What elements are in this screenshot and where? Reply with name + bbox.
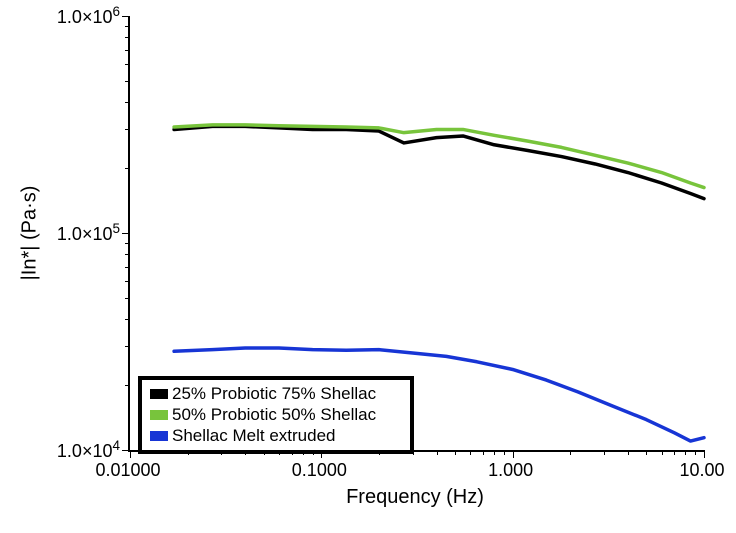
- x-minor-tick: [470, 450, 471, 455]
- x-minor-tick: [455, 450, 456, 455]
- x-minor-tick: [628, 450, 629, 455]
- legend-box: 25% Probiotic 75% Shellac50% Probiotic 5…: [138, 376, 414, 454]
- legend-swatch: [150, 389, 168, 399]
- y-minor-tick: [125, 267, 130, 268]
- legend-label: 25% Probiotic 75% Shellac: [172, 384, 376, 404]
- legend-entry: Shellac Melt extruded: [150, 426, 335, 446]
- y-minor-tick: [125, 64, 130, 65]
- x-minor-tick: [570, 450, 571, 455]
- x-minor-tick: [674, 450, 675, 455]
- x-tick-label: 10.00: [679, 460, 724, 481]
- x-tick-label: 0.01000: [95, 460, 160, 481]
- legend-swatch: [150, 431, 168, 441]
- y-minor-tick: [125, 37, 130, 38]
- x-minor-tick: [685, 450, 686, 455]
- x-minor-tick: [494, 450, 495, 455]
- y-minor-tick: [125, 254, 130, 255]
- y-tick: [122, 450, 130, 451]
- y-tick-label: 1.0×105: [50, 221, 120, 245]
- x-tick: [704, 450, 705, 458]
- y-tick: [122, 233, 130, 234]
- y-minor-tick: [125, 129, 130, 130]
- y-minor-tick: [125, 281, 130, 282]
- x-tick: [513, 450, 514, 458]
- y-minor-tick: [125, 298, 130, 299]
- x-minor-tick: [437, 450, 438, 455]
- x-axis-label: Frequency (Hz): [346, 486, 484, 509]
- x-tick: [130, 450, 131, 458]
- y-minor-tick: [125, 168, 130, 169]
- legend-label: Shellac Melt extruded: [172, 426, 335, 446]
- y-minor-tick: [125, 50, 130, 51]
- y-tick: [122, 16, 130, 17]
- x-minor-tick: [646, 450, 647, 455]
- legend-entry: 50% Probiotic 50% Shellac: [150, 405, 376, 425]
- legend-swatch: [150, 410, 168, 420]
- x-minor-tick: [483, 450, 484, 455]
- x-minor-tick: [504, 450, 505, 455]
- y-minor-tick: [125, 102, 130, 103]
- y-minor-tick: [125, 319, 130, 320]
- x-minor-tick: [604, 450, 605, 455]
- x-tick-label: 1.000: [488, 460, 533, 481]
- y-minor-tick: [125, 81, 130, 82]
- y-tick-label: 1.0×106: [50, 4, 120, 28]
- x-minor-tick: [695, 450, 696, 455]
- y-minor-tick: [125, 26, 130, 27]
- x-minor-tick: [662, 450, 663, 455]
- legend-label: 50% Probiotic 50% Shellac: [172, 405, 376, 425]
- y-minor-tick: [125, 346, 130, 347]
- y-minor-tick: [125, 385, 130, 386]
- series-line: [174, 125, 704, 188]
- y-minor-tick: [125, 243, 130, 244]
- x-tick-label: 0.1000: [292, 460, 347, 481]
- y-tick-label: 1.0×104: [50, 438, 120, 462]
- y-axis-label: |In*| (Pa·s): [19, 186, 42, 281]
- figure-root: |In*| (Pa·s) Frequency (Hz) 25% Probioti…: [0, 0, 736, 533]
- legend-entry: 25% Probiotic 75% Shellac: [150, 384, 376, 404]
